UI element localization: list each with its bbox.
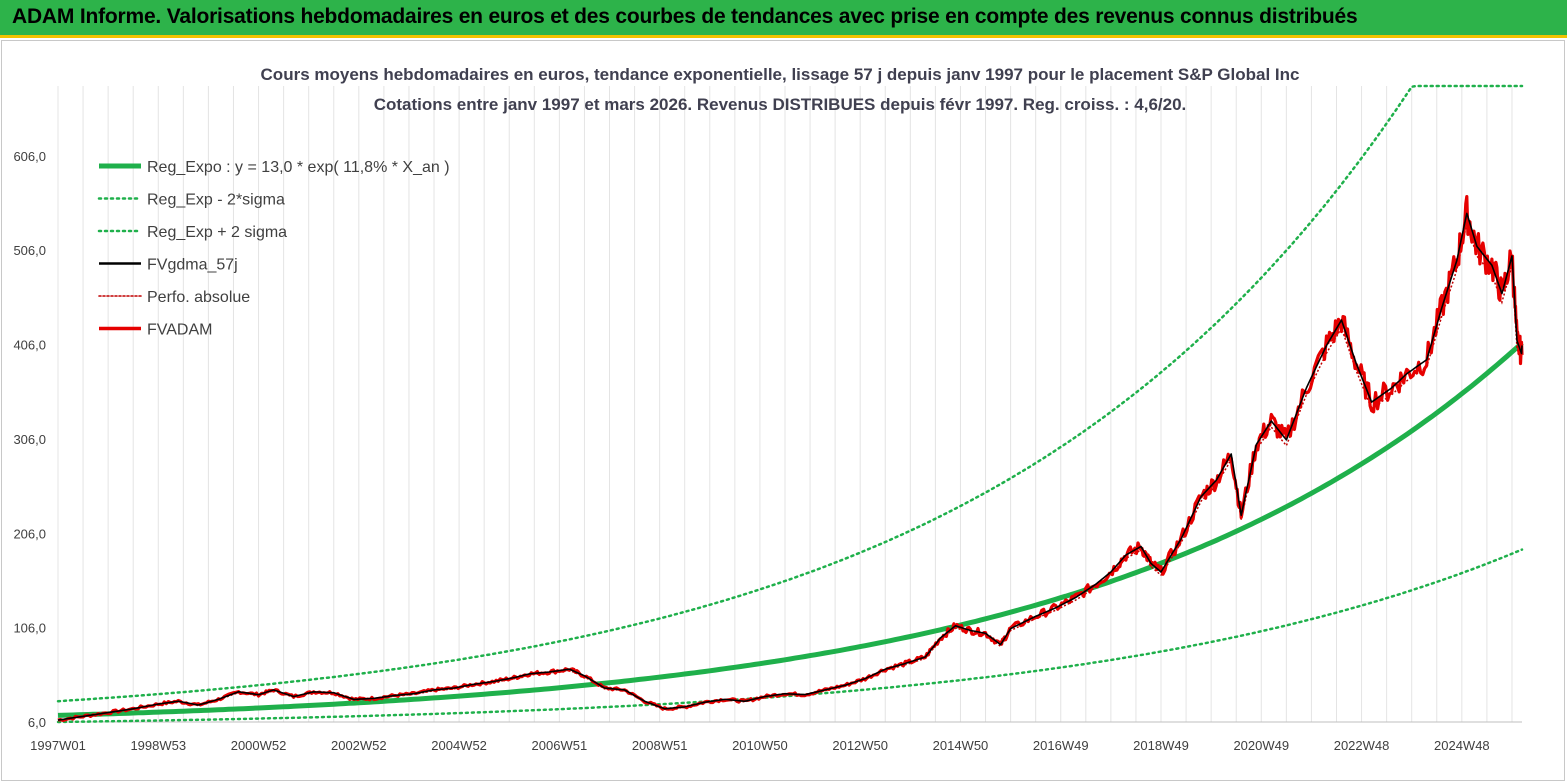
- report-title: ADAM Informe. Valorisations hebdomadaire…: [12, 5, 1358, 28]
- x-tick-label: 2008W51: [632, 738, 688, 753]
- x-tick-label: 2014W50: [933, 738, 989, 753]
- x-tick-label: 2024W48: [1434, 738, 1490, 753]
- x-axis-ticks: 1997W01 1998W53 2000W52 2002W52 2004W52 2006W…: [30, 738, 1489, 753]
- x-tick-label: 1998W53: [130, 738, 186, 753]
- y-tick-label: 206,0: [13, 526, 46, 541]
- fvgdma-line: [57, 212, 1523, 721]
- x-tick-label: 2004W52: [431, 738, 487, 753]
- x-tick-label: 2016W49: [1033, 738, 1089, 753]
- y-tick-label: 606,0: [13, 149, 46, 164]
- x-tick-label: 2022W48: [1334, 738, 1390, 753]
- x-tick-label: 2000W52: [231, 738, 287, 753]
- x-tick-label: 2018W49: [1133, 738, 1189, 753]
- legend-label: Reg_Exp - 2*sigma: [147, 192, 285, 209]
- x-tick-label: 2020W49: [1233, 738, 1289, 753]
- legend-label: FVgdma_57j: [147, 257, 238, 274]
- legend: Reg_Expo : y = 13,0 * exp( 11,8% * X_an …: [97, 159, 450, 339]
- chart-subtitle: Cotations entre janv 1997 et mars 2026. …: [374, 95, 1187, 114]
- legend-label: Reg_Expo : y = 13,0 * exp( 11,8% * X_an …: [147, 159, 450, 176]
- legend-label: Reg_Exp + 2 sigma: [147, 224, 287, 241]
- x-tick-label: 1997W01: [30, 738, 86, 753]
- y-tick-label: 506,0: [13, 243, 46, 258]
- chart-frame: [1, 40, 1565, 781]
- y-tick-label: 6,0: [28, 715, 46, 730]
- lower-band-line: [56, 548, 1524, 724]
- legend-label: FVADAM: [147, 322, 212, 339]
- report-banner: ADAM Informe. Valorisations hebdomadaire…: [0, 0, 1567, 38]
- legend-label: Perfo. absolue: [147, 289, 250, 306]
- regression-line: [57, 341, 1524, 718]
- x-tick-label: 2010W50: [732, 738, 788, 753]
- y-tick-label: 106,0: [13, 621, 46, 636]
- y-axis-ticks: 6,0 106,0 206,0 306,0 406,0 506,0 606,0: [13, 149, 46, 730]
- x-tick-label: 2012W50: [832, 738, 888, 753]
- vertical-gridlines: [57, 86, 1513, 722]
- series-group: [56, 84, 1524, 724]
- perfo-absolue-line: [57, 220, 1523, 722]
- x-tick-label: 2002W52: [331, 738, 387, 753]
- fvadam-line: [57, 195, 1524, 722]
- upper-band-line: [56, 84, 1524, 703]
- chart-title: Cours moyens hebdomadaires en euros, ten…: [261, 65, 1300, 84]
- y-tick-label: 406,0: [13, 338, 46, 353]
- y-tick-label: 306,0: [13, 432, 46, 447]
- x-tick-label: 2006W51: [532, 738, 588, 753]
